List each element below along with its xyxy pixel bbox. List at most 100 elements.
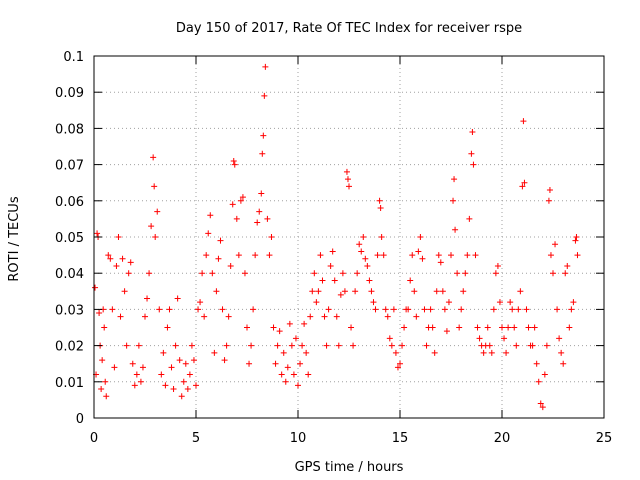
y-tick-labels: 0 0.01 0.02 0.03 0.04 0.05 0.06 0.07 0.08 0.09 0.1 — [55, 50, 84, 427]
data-point — [380, 252, 387, 259]
data-point — [531, 324, 538, 331]
data-point — [552, 241, 559, 248]
chart-title: Day 150 of 2017, Rate Of TEC Index for r… — [176, 21, 522, 36]
data-point — [182, 360, 189, 367]
data-point — [466, 215, 473, 222]
data-point — [266, 252, 273, 259]
data-point — [344, 176, 351, 183]
x-tick-label: 5 — [192, 431, 200, 446]
x-axis-label: GPS time / hours — [295, 460, 404, 475]
data-point — [315, 288, 322, 295]
data-point — [378, 234, 385, 240]
data-point — [451, 176, 458, 183]
data-point — [262, 63, 269, 70]
data-point — [139, 364, 146, 371]
data-point — [303, 349, 310, 356]
data-point — [337, 291, 344, 298]
data-point — [195, 306, 202, 313]
data-point — [462, 270, 469, 277]
data-point — [468, 150, 475, 157]
data-point — [174, 295, 181, 302]
data-point — [382, 306, 389, 313]
data-point — [437, 259, 444, 266]
data-point — [241, 270, 248, 277]
data-point — [443, 328, 450, 335]
data-point — [554, 306, 561, 313]
data-point — [523, 306, 530, 313]
data-point — [221, 357, 228, 364]
y-tick-label: 0.01 — [55, 376, 84, 391]
data-point — [529, 342, 536, 349]
y-tick-label: 0.02 — [55, 340, 84, 355]
y-tick-label: 0.07 — [55, 159, 84, 174]
data-point — [268, 234, 275, 240]
data-point — [350, 342, 357, 349]
data-point — [352, 288, 359, 295]
x-tick-label: 15 — [392, 431, 409, 446]
data-point — [566, 324, 573, 331]
data-point — [92, 284, 99, 291]
data-point — [562, 270, 569, 277]
data-point — [229, 201, 236, 208]
data-point — [286, 320, 293, 327]
data-point — [297, 360, 304, 367]
data-point — [246, 360, 253, 367]
data-point — [127, 259, 134, 266]
data-point — [98, 386, 105, 393]
data-point — [464, 252, 471, 259]
y-tick-label: 0.09 — [55, 86, 84, 101]
data-point — [305, 371, 312, 378]
data-point — [384, 313, 391, 320]
data-point — [193, 382, 199, 389]
data-point — [142, 313, 148, 320]
data-point — [560, 360, 567, 367]
data-point — [386, 335, 393, 342]
data-point — [348, 324, 355, 331]
data-point — [570, 299, 577, 306]
data-point — [419, 255, 426, 262]
y-tick-label: 0.04 — [55, 267, 84, 282]
data-point — [115, 234, 122, 240]
data-point — [261, 92, 268, 99]
data-point — [394, 364, 401, 371]
data-point — [223, 342, 230, 349]
data-point — [235, 252, 242, 259]
data-point — [427, 306, 434, 313]
data-point — [556, 335, 563, 342]
data-point — [390, 306, 397, 313]
plot-border — [93, 55, 605, 419]
data-point — [397, 360, 403, 367]
data-point — [129, 360, 136, 367]
data-point — [460, 288, 467, 295]
data-point — [401, 324, 408, 331]
data-point — [535, 378, 542, 385]
data-point — [197, 299, 204, 306]
data-point — [388, 342, 395, 349]
data-point — [472, 252, 479, 259]
data-point — [541, 371, 548, 378]
data-point — [256, 208, 263, 215]
data-point — [392, 349, 399, 356]
data-point — [154, 208, 161, 215]
data-point — [274, 342, 281, 349]
data-point — [417, 234, 424, 240]
data-point — [331, 277, 338, 284]
data-point — [520, 118, 527, 125]
x-tick-label: 0 — [90, 431, 98, 446]
data-point — [360, 234, 367, 240]
y-tick-label: 0 — [76, 412, 84, 427]
data-point — [356, 241, 363, 248]
data-point — [325, 306, 332, 313]
data-point — [203, 252, 210, 259]
data-point — [421, 306, 428, 313]
data-points — [92, 63, 581, 411]
data-point — [486, 342, 493, 349]
data-point — [230, 157, 237, 164]
data-point — [207, 212, 214, 219]
data-point — [201, 313, 208, 320]
data-point — [225, 313, 232, 320]
data-point — [176, 357, 183, 364]
data-point — [313, 299, 320, 306]
data-point — [272, 360, 279, 367]
